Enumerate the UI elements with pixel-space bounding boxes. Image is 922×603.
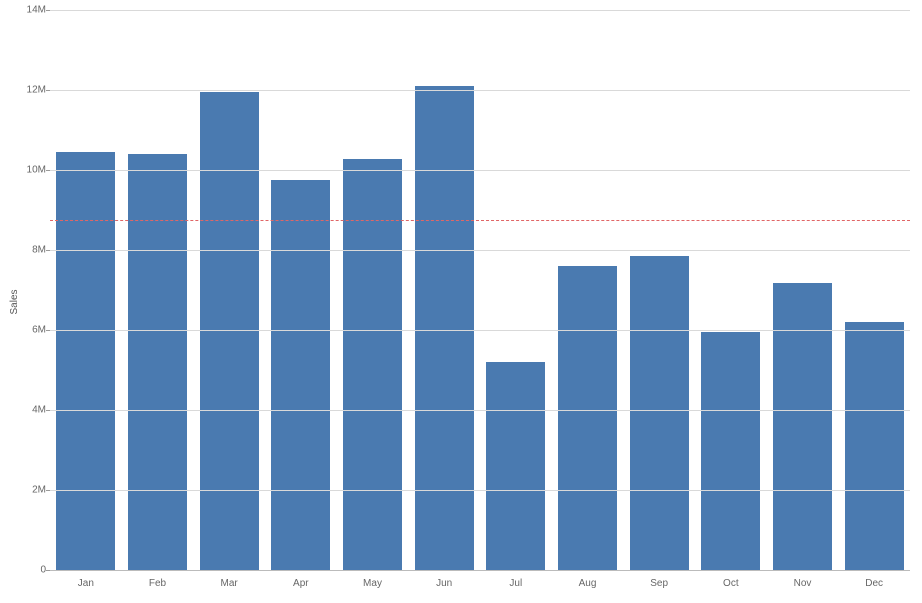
y-tick-mark [46, 250, 50, 251]
bar[interactable] [128, 154, 187, 570]
x-tick-label: Mar [221, 578, 238, 589]
x-tick-label: Oct [723, 578, 739, 589]
grid-line [50, 90, 910, 91]
y-tick-mark [46, 570, 50, 571]
x-tick-label: Jun [436, 578, 452, 589]
sales-bar-chart: Sales 0 2M 4M 6M 8M 10M 12M 14M Jan Feb Mar Apr May… [0, 0, 922, 603]
x-tick-label: Dec [865, 578, 883, 589]
y-tick-mark [46, 490, 50, 491]
bar[interactable] [56, 152, 115, 570]
x-tick-label: Nov [794, 578, 812, 589]
x-tick-label: Sep [650, 578, 668, 589]
bar[interactable] [200, 92, 259, 570]
bar[interactable] [486, 362, 545, 570]
bar[interactable] [415, 86, 474, 570]
y-tick-mark [46, 330, 50, 331]
bar[interactable] [558, 266, 617, 570]
bar[interactable] [271, 180, 330, 570]
grid-line [50, 330, 910, 331]
x-tick-label: Jan [78, 578, 94, 589]
bar[interactable] [630, 256, 689, 570]
bar[interactable] [845, 322, 904, 570]
bar[interactable] [701, 332, 760, 570]
x-tick-label: Feb [149, 578, 166, 589]
x-tick-label: Aug [579, 578, 597, 589]
x-tick-label: May [363, 578, 382, 589]
grid-line [50, 10, 910, 11]
grid-line [50, 490, 910, 491]
bars-layer [50, 10, 910, 570]
grid-line [50, 170, 910, 171]
y-tick-label: 6M [22, 325, 46, 336]
x-tick-label: Jul [509, 578, 522, 589]
y-tick-mark [46, 410, 50, 411]
y-tick-label: 12M [22, 85, 46, 96]
bar[interactable] [773, 283, 832, 570]
y-axis-title: Sales [9, 289, 20, 314]
grid-line [50, 250, 910, 251]
y-tick-label: 14M [22, 5, 46, 16]
x-axis-labels: Jan Feb Mar Apr May Jun Jul Aug Sep Oct Nov Dec [50, 572, 910, 592]
y-tick-label: 10M [22, 165, 46, 176]
y-tick-mark [46, 90, 50, 91]
y-tick-label: 4M [22, 405, 46, 416]
plot-area [50, 10, 910, 571]
y-tick-label: 0 [22, 565, 46, 576]
y-tick-mark [46, 170, 50, 171]
grid-line [50, 410, 910, 411]
y-tick-label: 8M [22, 245, 46, 256]
y-tick-label: 2M [22, 485, 46, 496]
y-tick-mark [46, 10, 50, 11]
reference-line [50, 220, 910, 221]
x-tick-label: Apr [293, 578, 309, 589]
